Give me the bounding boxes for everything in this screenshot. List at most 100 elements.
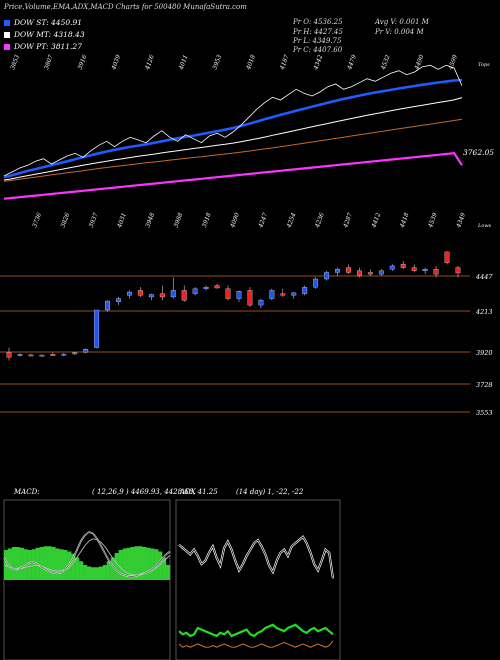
macd-histogram-bar <box>90 567 96 580</box>
macd-histogram-bar <box>19 547 24 580</box>
bottom-tick-label: 3948 <box>144 212 156 229</box>
candle-up <box>116 298 121 302</box>
candle-up <box>236 291 242 299</box>
candle-down <box>247 290 253 306</box>
candle-down <box>433 269 439 275</box>
macd-histogram-bar <box>130 547 135 580</box>
di-plus-line <box>178 623 334 638</box>
candle-down <box>280 293 286 296</box>
legend-label: DOW ST: 4450.91 <box>14 18 83 27</box>
macd-histogram-bar <box>27 550 32 580</box>
top-tick-label: 3953 <box>211 54 223 71</box>
macd-histogram-bar <box>55 548 60 580</box>
macd-histogram-bar <box>114 553 119 580</box>
candle-down <box>137 290 143 296</box>
macd-histogram-bar <box>122 548 127 580</box>
legend-label: DOW MT: 4318.43 <box>14 30 85 39</box>
macd-histogram-bar <box>11 547 17 580</box>
macd-label: MACD: <box>13 488 40 496</box>
stat-pr-c: Pr C: 4407.60 <box>293 46 343 54</box>
top-tick-label: 3853 <box>9 54 21 71</box>
candle-up <box>203 287 209 289</box>
bottom-tick-label: 4539 <box>427 212 439 230</box>
bottom-tick-label: 4254 <box>285 212 297 230</box>
macd-histogram-bar <box>134 546 139 580</box>
macd-histogram-bar <box>43 546 48 580</box>
candle-down <box>356 270 362 276</box>
macd-histogram-bar <box>7 548 13 580</box>
candle-down <box>455 267 461 274</box>
candle-up <box>94 309 100 348</box>
top-tick-label: 4011 <box>177 54 189 72</box>
adx-params: (14 day) 1, -22, -22 <box>236 488 304 496</box>
candle-up <box>269 290 275 299</box>
candle-down <box>444 251 450 263</box>
macd-histogram-bar <box>98 566 104 580</box>
macd-histogram-bar <box>4 550 9 580</box>
top-tick-label: 4599 <box>447 54 459 72</box>
candle-up <box>39 354 45 357</box>
top-tick-label: 4018 <box>245 54 257 72</box>
stat-pr-h: Pr H: 4427.45 <box>293 28 343 36</box>
candle-up <box>389 265 395 270</box>
candle-down <box>400 264 406 268</box>
top-tick-label: 4126 <box>144 54 156 72</box>
chart-title: Price,Volume,EMA,ADX,MACD Charts for 500… <box>4 3 247 11</box>
macd-params: ( 12,26,9 ) 4469.93, 4428.68, 41.25 <box>92 488 218 496</box>
bottom-tick-label: 3736 <box>31 212 43 229</box>
bottom-tick-label: 4418 <box>398 212 410 230</box>
ema_fast-line <box>3 78 463 179</box>
candle-up <box>83 349 89 353</box>
macd-histogram-bar <box>87 566 92 580</box>
bottom-tick-label: 4090 <box>229 212 241 230</box>
macd-histogram-bar <box>126 547 131 580</box>
macd-histogram-bar <box>75 557 80 580</box>
candle-up <box>61 353 67 356</box>
candle-down <box>50 354 56 356</box>
candle-up <box>72 352 78 355</box>
macd-histogram-bar <box>118 550 123 580</box>
candle-up <box>170 290 176 298</box>
bottom-tick-label: 4247 <box>257 212 269 230</box>
legend-swatch-white <box>4 31 10 38</box>
macd-histogram-bar <box>102 565 107 580</box>
legend-label: DOW PT: 3811.27 <box>14 42 82 51</box>
macd-histogram-bar <box>166 565 171 580</box>
bottom-tick-label: 4031 <box>116 212 128 230</box>
candle-down <box>6 352 12 358</box>
candle-down <box>181 290 187 301</box>
macd-histogram-bar <box>15 547 21 580</box>
macd-histogram-bar <box>110 557 115 580</box>
level-label: 3728 <box>476 381 493 389</box>
candle-down <box>214 285 220 289</box>
macd-histogram-bar <box>63 550 68 580</box>
top-tick-label: 4187 <box>278 54 290 72</box>
signal-line <box>3 538 171 576</box>
macd-histogram-bar <box>39 547 44 580</box>
candle-down <box>411 267 417 271</box>
top-tick-label: 4342 <box>312 54 324 72</box>
top-tick-label: 3916 <box>77 54 89 71</box>
bottom-tick-label: 4349 <box>455 212 467 230</box>
candle-up <box>192 288 198 294</box>
candle-up <box>313 278 319 288</box>
ema_mid-line <box>3 97 463 181</box>
bottom-tick-label: 3937 <box>88 212 100 229</box>
candle-up <box>291 292 297 296</box>
macd-histogram-bar <box>31 549 36 580</box>
macd-histogram-bar <box>79 561 84 580</box>
candle-up <box>324 272 330 280</box>
macd-histogram-bar <box>94 567 100 580</box>
legend-swatch-magenta <box>4 43 10 50</box>
macd-histogram-bar <box>106 561 111 580</box>
macd-histogram-bar <box>146 547 151 580</box>
bottom-tick-label: 4412 <box>370 212 382 230</box>
candle-down <box>225 288 231 299</box>
bottom-tick-label: 3826 <box>60 212 72 229</box>
legend-swatch-blue <box>4 19 10 26</box>
candle-up <box>378 270 384 275</box>
price-line <box>3 64 463 177</box>
legend-dow-st: DOW ST: 4450.91 <box>4 18 82 27</box>
stat-avg-v: Avg V: 0.001 M <box>375 18 429 26</box>
